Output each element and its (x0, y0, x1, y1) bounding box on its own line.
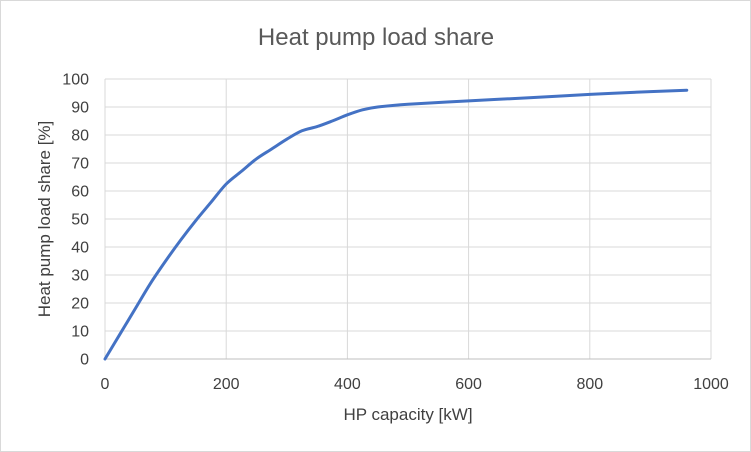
x-tick-label-800: 800 (576, 376, 603, 393)
y-tick-label-60: 60 (71, 184, 89, 201)
y-tick-label-50: 50 (71, 212, 89, 229)
x-tick-label-1000: 1000 (693, 376, 729, 393)
x-tick-label-400: 400 (334, 376, 361, 393)
x-tick-label-600: 600 (455, 376, 482, 393)
chart-title: Heat pump load share (258, 24, 494, 51)
x-tick-label-200: 200 (213, 376, 240, 393)
y-tick-label-30: 30 (71, 268, 89, 285)
x-tick-label-0: 0 (101, 376, 110, 393)
y-axis-title: Heat pump load share [%] (35, 121, 54, 318)
series-layer (103, 88, 689, 361)
y-tick-label-40: 40 (71, 240, 89, 257)
series-line-0 (103, 88, 689, 361)
y-tick-label-70: 70 (71, 156, 89, 173)
y-tick-label-100: 100 (62, 72, 89, 89)
y-tick-label-90: 90 (71, 100, 89, 117)
y-tick-label-10: 10 (71, 324, 89, 341)
y-tick-label-80: 80 (71, 128, 89, 145)
y-tick-label-0: 0 (80, 352, 89, 369)
axes (104, 79, 711, 360)
x-axis-title: HP capacity [kW] (343, 405, 472, 424)
y-tick-label-20: 20 (71, 296, 89, 313)
